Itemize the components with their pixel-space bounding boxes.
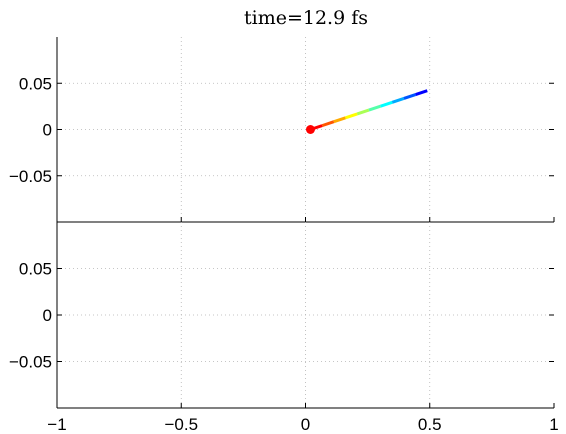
series-segment bbox=[368, 104, 382, 112]
x-tick-label: −1 bbox=[47, 415, 66, 434]
chart-title: time=12.9 fs bbox=[244, 7, 368, 29]
y-tick-label: 0 bbox=[43, 121, 52, 140]
series-segment bbox=[356, 108, 370, 116]
series-segment bbox=[345, 112, 358, 120]
series-segment bbox=[403, 93, 417, 100]
series-segment bbox=[391, 96, 405, 104]
y-tick-label: 0 bbox=[43, 306, 52, 325]
series-segment bbox=[333, 116, 346, 124]
y-tick-label: 0.05 bbox=[19, 260, 52, 279]
series-segment bbox=[321, 120, 335, 128]
y-tick-label: −0.05 bbox=[9, 167, 52, 186]
y-tick-label: 0.05 bbox=[19, 74, 52, 93]
x-tick-label: 0.5 bbox=[418, 415, 442, 434]
data-point-marker bbox=[305, 125, 315, 134]
x-tick-label: −0.5 bbox=[164, 415, 198, 434]
series-segment bbox=[415, 89, 428, 96]
series-segment bbox=[380, 100, 393, 108]
top-panel: −0.05 0 0.05 bbox=[9, 37, 555, 223]
bottom-panel: −0.05 0 0.05 −1 −0.5 0 0.5 1 bbox=[9, 222, 559, 434]
x-tick-label: 0 bbox=[301, 415, 310, 434]
y-tick-label: −0.05 bbox=[9, 353, 52, 372]
x-tick-label: 1 bbox=[549, 415, 558, 434]
